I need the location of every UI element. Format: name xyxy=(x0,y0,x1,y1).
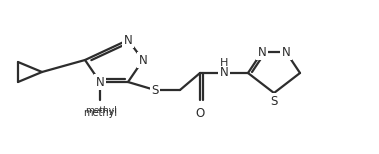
Text: S: S xyxy=(151,83,159,97)
Text: S: S xyxy=(270,95,278,108)
Text: methyl: methyl xyxy=(85,106,117,115)
Text: O: O xyxy=(196,107,205,120)
Text: H: H xyxy=(220,58,228,68)
Text: N: N xyxy=(139,53,147,67)
Text: N: N xyxy=(282,45,290,59)
Text: N: N xyxy=(219,67,229,79)
Text: N: N xyxy=(124,34,132,47)
Text: N: N xyxy=(258,45,266,59)
Text: N: N xyxy=(96,75,104,89)
Text: methyl: methyl xyxy=(83,108,117,118)
